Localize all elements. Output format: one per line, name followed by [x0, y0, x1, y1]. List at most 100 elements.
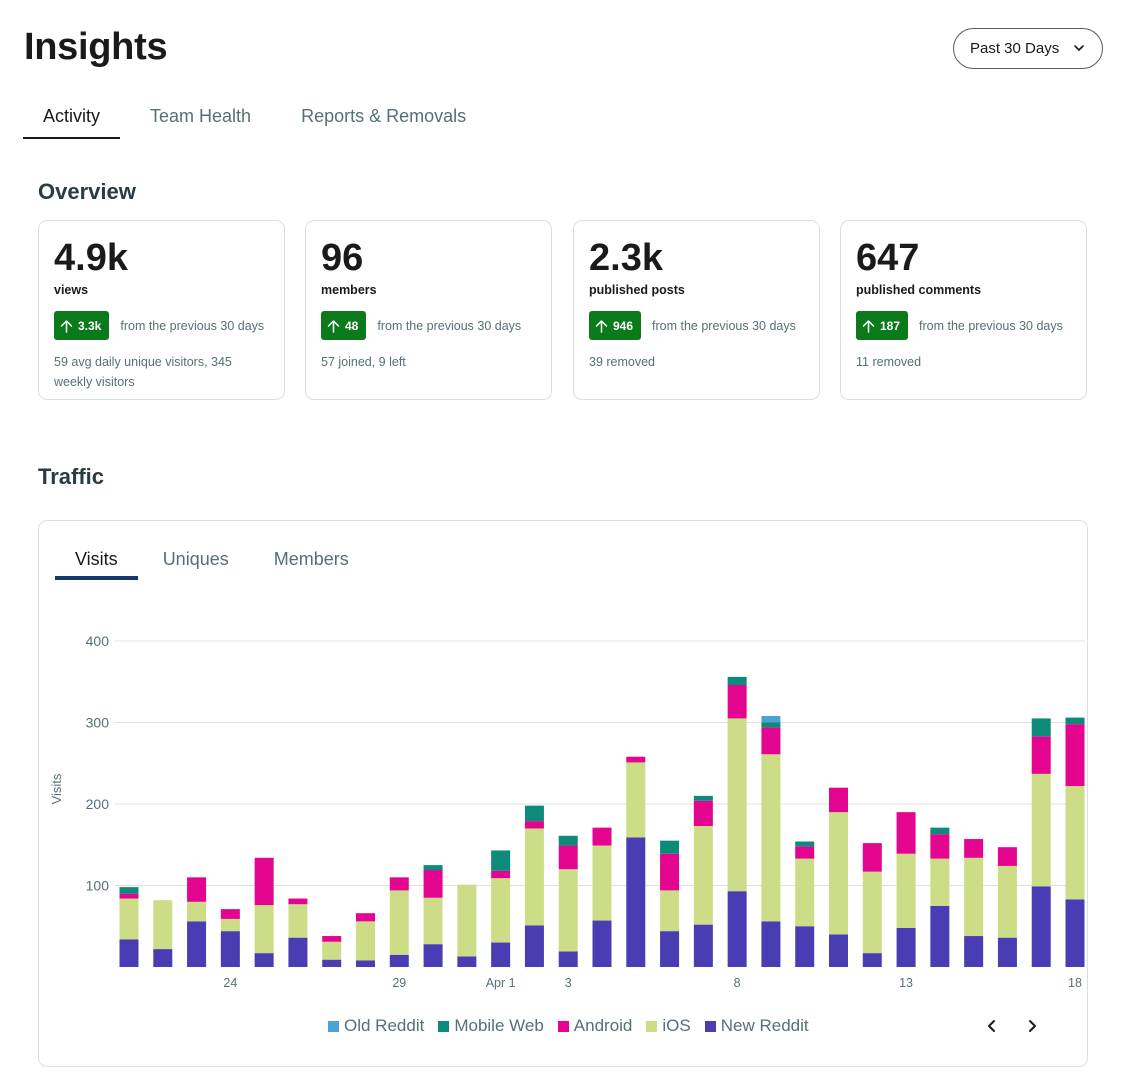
bar-segment-ios[interactable] [964, 857, 984, 937]
bar-segment-android[interactable] [626, 756, 646, 763]
bar-segment-mobile-web[interactable] [524, 805, 544, 822]
bar-segment-android[interactable] [660, 853, 680, 891]
bar-segment-old-reddit[interactable] [761, 715, 781, 723]
bar-segment-new-reddit[interactable] [491, 942, 511, 967]
bar-segment-android[interactable] [322, 936, 342, 942]
bar-segment-android[interactable] [930, 834, 950, 859]
bar-segment-android[interactable] [761, 727, 781, 755]
bar-segment-ios[interactable] [930, 858, 950, 906]
bar-segment-android[interactable] [896, 812, 916, 854]
bar-segment-mobile-web[interactable] [491, 850, 511, 871]
legend-item-mobile-web[interactable]: Mobile Web [438, 1016, 544, 1036]
bar-segment-new-reddit[interactable] [693, 924, 713, 967]
bar-segment-mobile-web[interactable] [693, 795, 713, 801]
bar-segment-new-reddit[interactable] [457, 956, 477, 967]
bar-segment-ios[interactable] [829, 812, 848, 935]
bar-segment-new-reddit[interactable] [592, 920, 612, 967]
bar-segment-android[interactable] [964, 839, 984, 858]
bar-segment-new-reddit[interactable] [626, 837, 646, 967]
bar-segment-new-reddit[interactable] [1031, 886, 1051, 967]
bar-segment-new-reddit[interactable] [558, 951, 578, 967]
tab-activity[interactable]: Activity [23, 96, 121, 139]
bar-segment-android[interactable] [524, 821, 544, 829]
bar-segment-android[interactable] [220, 909, 240, 919]
bar-segment-android[interactable] [119, 893, 139, 899]
bar-segment-ios[interactable] [1031, 773, 1051, 887]
bar-segment-ios[interactable] [896, 853, 916, 928]
bar-segment-ios[interactable] [322, 941, 342, 960]
bar-segment-android[interactable] [389, 877, 409, 891]
tab-team-health[interactable]: Team Health [150, 106, 252, 126]
bar-segment-new-reddit[interactable] [761, 921, 781, 967]
bar-segment-new-reddit[interactable] [356, 960, 375, 967]
legend-item-new-reddit[interactable]: New Reddit [704, 1016, 809, 1036]
legend-item-ios[interactable]: iOS [646, 1016, 691, 1036]
bar-segment-new-reddit[interactable] [660, 931, 680, 967]
bar-segment-android[interactable] [187, 877, 207, 902]
bar-segment-new-reddit[interactable] [896, 927, 916, 967]
bar-segment-ios[interactable] [761, 754, 781, 922]
bar-segment-new-reddit[interactable] [1065, 899, 1085, 967]
bar-segment-ios[interactable] [1065, 786, 1085, 900]
bar-segment-new-reddit[interactable] [829, 934, 848, 967]
bar-segment-android[interactable] [1031, 736, 1051, 774]
bar-segment-ios[interactable] [254, 905, 274, 954]
date-range-dropdown[interactable]: Past 30 Days [953, 28, 1103, 69]
bar-segment-ios[interactable] [795, 858, 815, 927]
bar-segment-ios[interactable] [997, 865, 1017, 938]
bar-segment-android[interactable] [997, 847, 1017, 866]
bar-segment-ios[interactable] [288, 904, 308, 938]
bar-segment-ios[interactable] [187, 901, 207, 922]
bar-segment-mobile-web[interactable] [930, 827, 950, 835]
bar-segment-new-reddit[interactable] [930, 905, 950, 967]
bar-segment-ios[interactable] [693, 826, 713, 925]
bar-segment-new-reddit[interactable] [254, 953, 274, 967]
bar-segment-ios[interactable] [626, 762, 646, 838]
bar-segment-new-reddit[interactable] [322, 959, 342, 967]
bar-segment-mobile-web[interactable] [727, 676, 747, 686]
bar-segment-ios[interactable] [356, 921, 375, 961]
bar-segment-ios[interactable] [423, 897, 443, 945]
bar-segment-mobile-web[interactable] [558, 835, 578, 846]
bar-segment-android[interactable] [862, 843, 882, 872]
bar-segment-new-reddit[interactable] [288, 937, 308, 967]
chart-next-button[interactable] [1019, 1013, 1045, 1039]
tab-visits[interactable]: Visits [55, 545, 138, 580]
bar-segment-ios[interactable] [153, 900, 173, 950]
bar-segment-android[interactable] [356, 913, 375, 922]
bar-segment-mobile-web[interactable] [119, 887, 139, 894]
bar-segment-ios[interactable] [491, 878, 511, 943]
bar-segment-ios[interactable] [457, 884, 477, 957]
bar-segment-new-reddit[interactable] [795, 926, 815, 967]
bar-segment-new-reddit[interactable] [423, 944, 443, 967]
bar-segment-new-reddit[interactable] [153, 949, 173, 967]
bar-segment-mobile-web[interactable] [660, 840, 680, 854]
bar-segment-new-reddit[interactable] [524, 925, 544, 967]
bar-segment-android[interactable] [795, 846, 815, 859]
bar-segment-android[interactable] [491, 870, 511, 879]
legend-item-old-reddit[interactable]: Old Reddit [328, 1016, 424, 1036]
bar-segment-ios[interactable] [119, 898, 139, 940]
bar-segment-android[interactable] [254, 857, 274, 906]
bar-segment-new-reddit[interactable] [187, 921, 207, 967]
bar-segment-mobile-web[interactable] [1065, 717, 1085, 725]
tab-uniques[interactable]: Uniques [162, 549, 229, 569]
bar-segment-ios[interactable] [862, 871, 882, 954]
bar-segment-new-reddit[interactable] [389, 954, 409, 967]
bar-segment-mobile-web[interactable] [761, 722, 781, 728]
bar-segment-ios[interactable] [592, 845, 612, 921]
bar-segment-android[interactable] [693, 800, 713, 827]
bar-segment-android[interactable] [423, 870, 443, 898]
bar-segment-android[interactable] [1065, 724, 1085, 787]
bar-segment-new-reddit[interactable] [862, 953, 882, 967]
bar-segment-ios[interactable] [727, 718, 747, 892]
bar-segment-ios[interactable] [389, 890, 409, 955]
bar-segment-mobile-web[interactable] [795, 841, 815, 847]
bar-segment-new-reddit[interactable] [119, 939, 139, 967]
bar-segment-ios[interactable] [220, 918, 240, 932]
bar-segment-ios[interactable] [524, 828, 544, 926]
bar-segment-new-reddit[interactable] [727, 891, 747, 967]
bar-segment-new-reddit[interactable] [964, 936, 984, 967]
chart-prev-button[interactable] [979, 1013, 1005, 1039]
bar-segment-mobile-web[interactable] [1031, 718, 1051, 737]
